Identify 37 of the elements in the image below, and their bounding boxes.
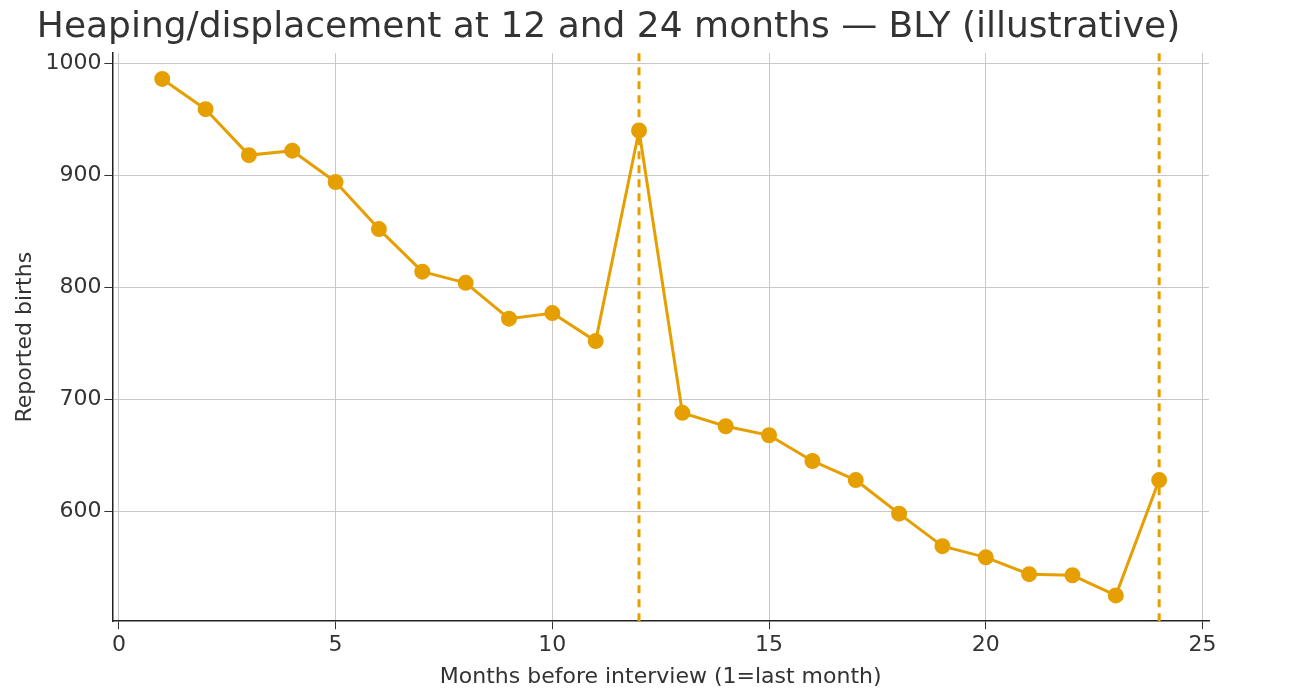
point — [370, 221, 387, 238]
y-tick-label: 1000 — [45, 49, 102, 74]
point — [761, 427, 778, 444]
x-tick-label: 15 — [755, 631, 784, 657]
x-tick-label: 0 — [111, 631, 126, 657]
x-tick-label: 20 — [971, 631, 1000, 657]
point — [457, 274, 474, 291]
point — [1107, 587, 1124, 604]
chart-title: Heaping/displacement at 12 and 24 months — BLY (illustrative) — [36, 3, 1181, 45]
point — [587, 333, 604, 350]
point — [891, 505, 908, 522]
point — [197, 101, 214, 118]
x-tick-label: 25 — [1188, 631, 1217, 657]
point — [327, 174, 344, 191]
point — [1064, 567, 1081, 584]
point — [1021, 566, 1038, 583]
y-tick-label: 800 — [59, 273, 102, 299]
x-axis-title: Months before interview (1=last month) — [439, 662, 882, 688]
point — [1151, 472, 1168, 489]
point — [544, 305, 561, 322]
y-tick-label: 600 — [59, 497, 102, 523]
point — [804, 453, 821, 469]
point — [934, 538, 951, 555]
y-tick-label: 900 — [59, 161, 102, 187]
point — [674, 404, 691, 421]
point — [414, 263, 431, 280]
x-tick-label: 5 — [328, 631, 343, 657]
point — [500, 310, 517, 327]
x-tick-label: 10 — [538, 631, 567, 657]
point — [284, 142, 301, 159]
y-axis-title: Reported births — [10, 251, 36, 423]
point — [717, 418, 734, 435]
point — [977, 549, 994, 566]
y-tick-label: 700 — [59, 385, 102, 411]
point — [154, 70, 171, 87]
point — [240, 147, 257, 164]
point — [847, 472, 864, 489]
